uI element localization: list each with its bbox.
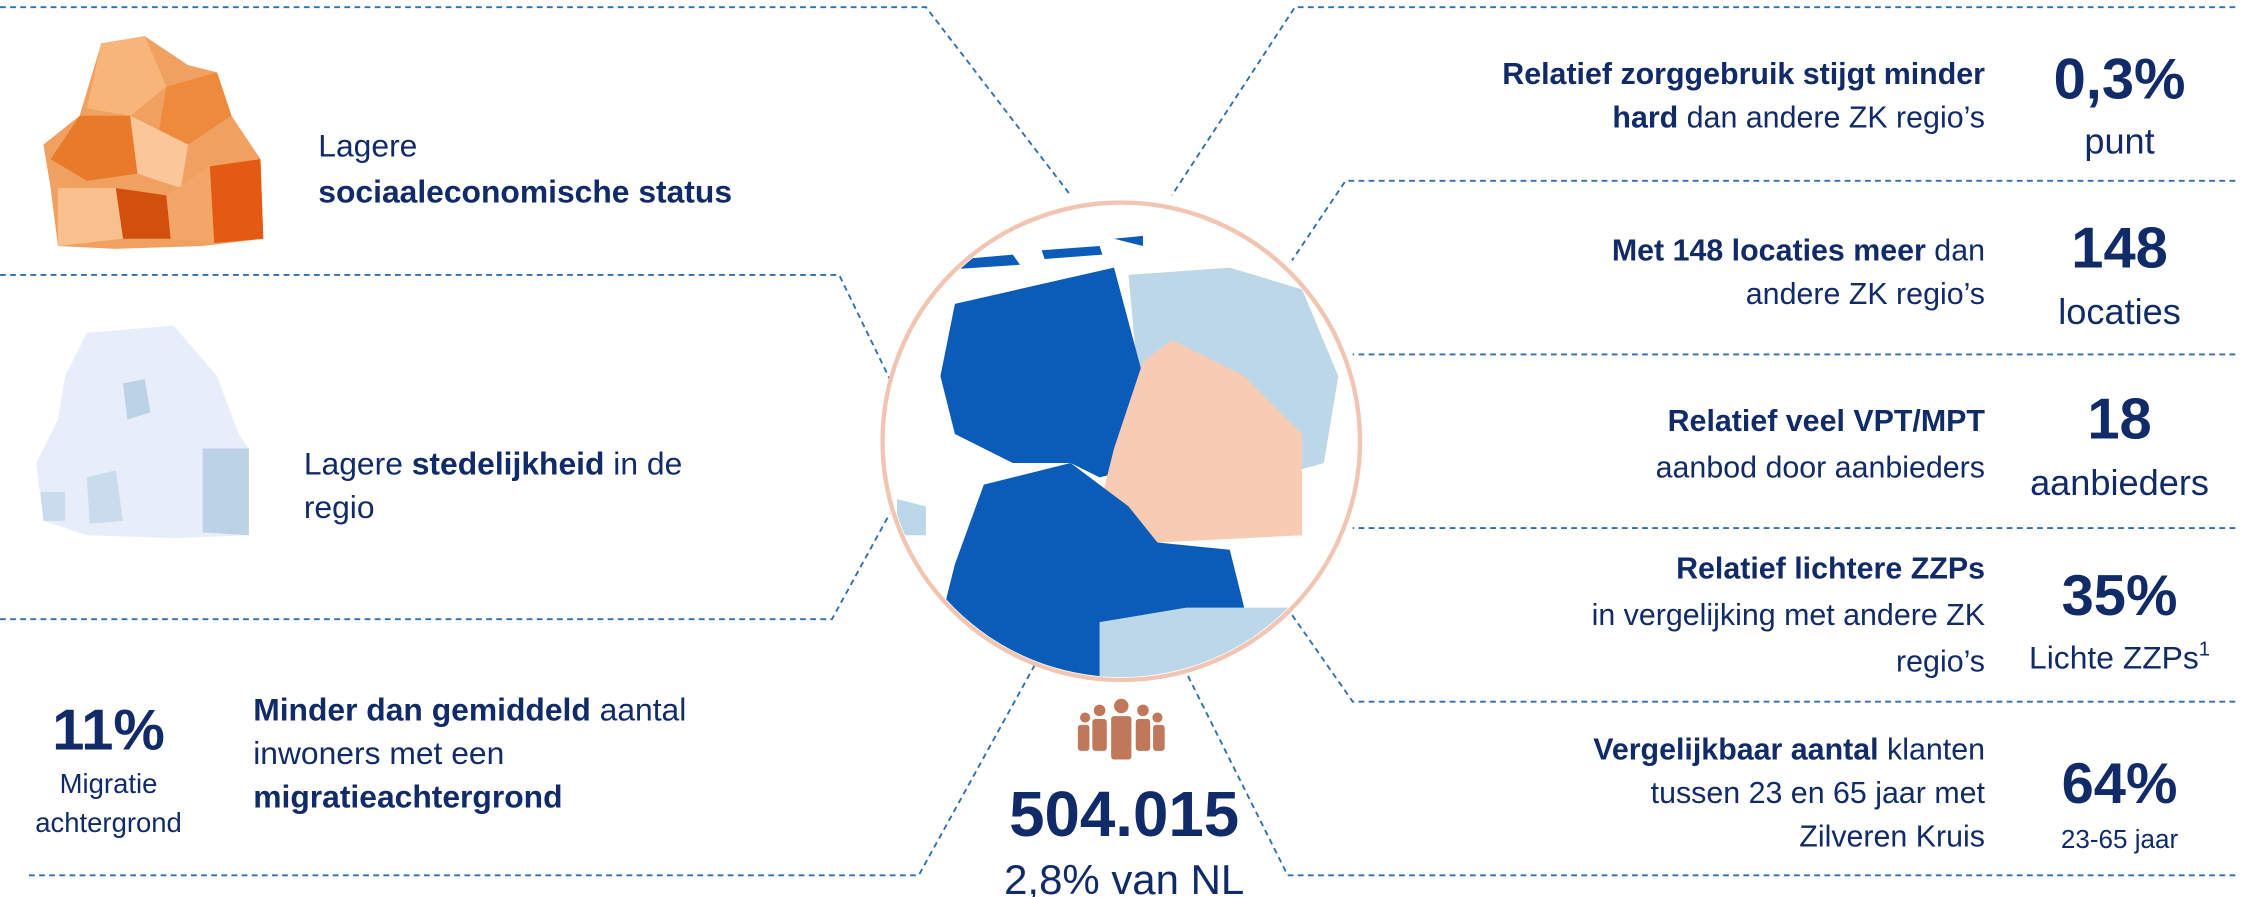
stat-unit: Lichte ZZPs1 <box>2029 638 2210 675</box>
bold-text: stedelijkheid <box>412 446 605 482</box>
text: Zilveren Kruis <box>1799 819 1985 853</box>
text-line: Lagere <box>318 127 417 163</box>
text: Lagere <box>318 127 417 163</box>
text: regio’s <box>1896 644 1985 678</box>
text-line: hard dan andere ZK regio’s <box>1612 100 1985 134</box>
stat: 18 <box>2087 387 2151 451</box>
text-line: inwoners met een <box>253 735 504 771</box>
stat: 0,3% <box>2054 47 2186 111</box>
text-line: migratieachtergrond <box>253 778 562 814</box>
text-line: Relatief lichtere ZZPs <box>1676 552 1985 586</box>
population-share: 2,8% van NL <box>1004 856 1244 897</box>
stat: 148 <box>2071 217 2168 281</box>
stat-unit: 23-65 jaar <box>2061 824 2179 854</box>
stat: 64% <box>2062 752 2178 816</box>
text: klanten <box>1879 733 1985 767</box>
text-line: regio <box>304 489 375 525</box>
bold-text: Relatief lichtere ZZPs <box>1676 552 1985 586</box>
text: aantal <box>591 691 687 727</box>
text-line: Lagere stedelijkheid in de <box>304 446 682 482</box>
stat: 35% <box>2062 564 2178 628</box>
text: tussen 23 en 65 jaar met <box>1651 776 1986 810</box>
text-line: Zilveren Kruis <box>1799 819 1985 853</box>
text-line: sociaaleconomische status <box>318 174 732 210</box>
text-line: regio’s <box>1896 644 1985 678</box>
separators <box>0 6 2236 877</box>
stat-unit: aanbieders <box>2030 462 2209 503</box>
text: Lagere <box>304 446 412 482</box>
unit-text: locaties <box>2058 291 2181 332</box>
text-line: andere ZK regio’s <box>1746 277 1985 311</box>
text: aanbod door aanbieders <box>1656 450 1985 484</box>
text: andere ZK regio’s <box>1746 277 1985 311</box>
bold-text: Met 148 locaties meer <box>1612 233 1926 267</box>
stat-unit: punt <box>2084 120 2154 161</box>
text-line: Minder dan gemiddeld aantal <box>253 691 686 727</box>
unit-text: punt <box>2084 120 2154 161</box>
bold-text: migratieachtergrond <box>253 778 562 814</box>
text-line: in vergelijking met andere ZK <box>1592 598 1985 632</box>
text: dan <box>1926 233 1985 267</box>
stat: 11% <box>52 698 165 762</box>
people-icon <box>1077 698 1165 760</box>
text: dan andere ZK regio’s <box>1678 100 1985 134</box>
urbanity-map <box>36 325 249 539</box>
unit-text: 23-65 jaar <box>2061 824 2179 854</box>
unit-text: Lichte ZZPs <box>2029 639 2199 675</box>
text-line: Met 148 locaties meer dan <box>1612 233 1985 267</box>
bold-text: Vergelijkbaar aantal <box>1593 733 1878 767</box>
population: 504.015 <box>1009 779 1239 850</box>
stat-unit: locaties <box>2058 291 2181 332</box>
bold-text: Minder dan gemiddeld <box>253 691 591 727</box>
ses-map <box>43 36 264 249</box>
text: regio <box>304 489 375 525</box>
unit-superscript: 1 <box>2199 638 2210 660</box>
text-line: Relatief veel VPT/MPT <box>1668 404 1986 438</box>
text-line: aanbod door aanbieders <box>1656 450 1985 484</box>
stat-label: Migratie <box>60 768 158 799</box>
text-line: Relatief zorggebruik stijgt minder <box>1502 57 1985 91</box>
bold-text: Relatief veel VPT/MPT <box>1668 404 1986 438</box>
text-line: Vergelijkbaar aantal klanten <box>1593 733 1985 767</box>
bold-text: Relatief zorggebruik stijgt minder <box>1502 57 1985 91</box>
text: in de <box>604 446 682 482</box>
unit-text: aanbieders <box>2030 462 2209 503</box>
bold-text: sociaaleconomische status <box>318 174 732 210</box>
bold-text: hard <box>1612 100 1678 134</box>
stat-label: achtergrond <box>35 807 182 838</box>
text: in vergelijking met andere ZK <box>1592 598 1985 632</box>
text-line: tussen 23 en 65 jaar met <box>1651 776 1986 810</box>
text: inwoners met een <box>253 735 504 771</box>
